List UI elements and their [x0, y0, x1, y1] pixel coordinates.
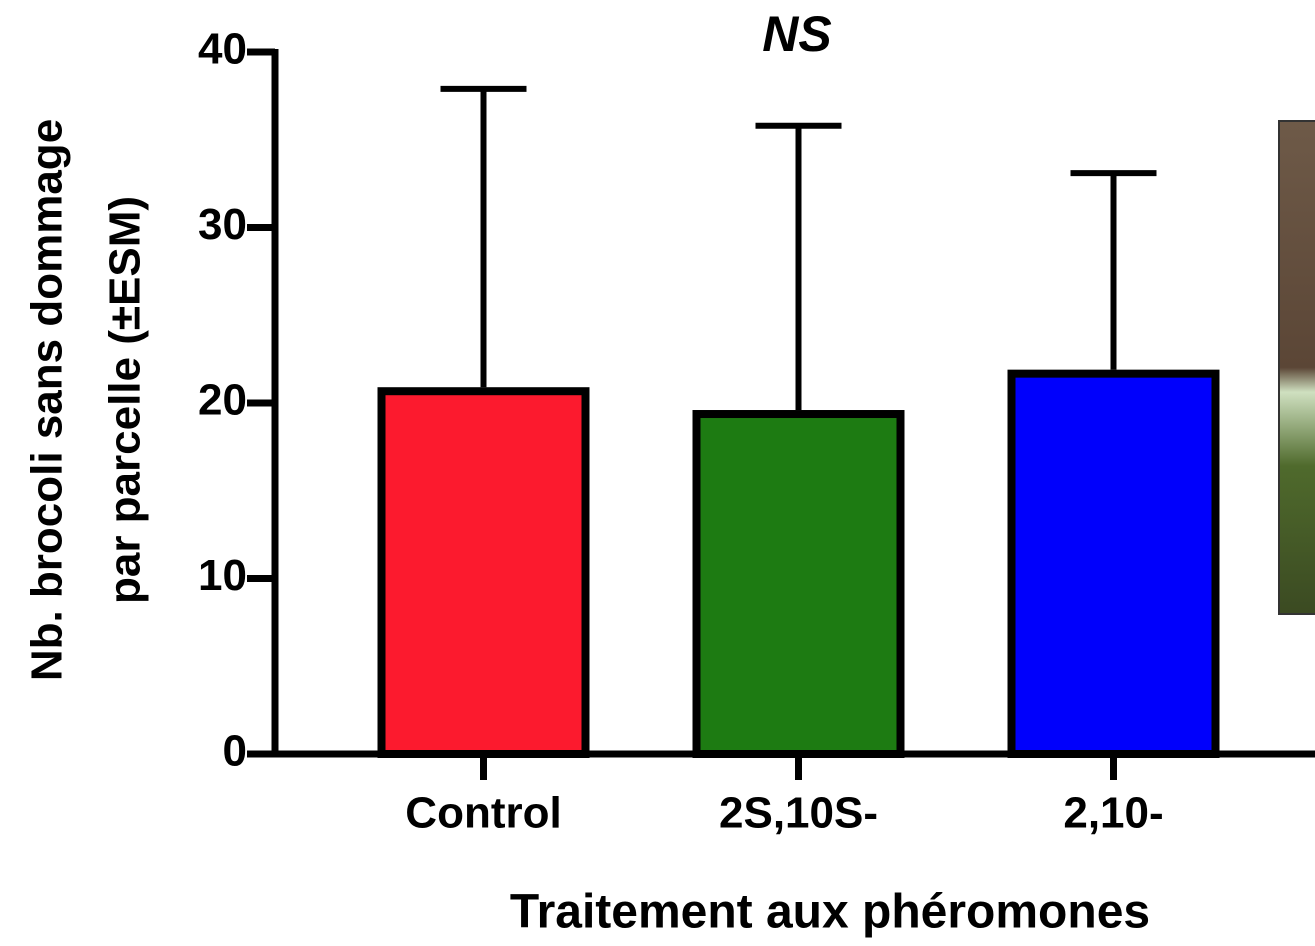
photo	[1279, 121, 1315, 614]
y-tick-label: 20	[198, 376, 247, 425]
annotation: NS	[762, 6, 831, 62]
bar	[697, 414, 901, 754]
y-axis-title-line: par parcelle (±ESM)	[101, 196, 150, 604]
y-axis-title: Nb. brocoli sans dommage par parcelle (±…	[23, 119, 150, 681]
chart: NS Traitement aux phéromones Nb. brocoli…	[0, 0, 1315, 946]
bar	[382, 391, 586, 754]
x-axis-title: Traitement aux phéromones	[510, 886, 1150, 939]
y-tick-label: 30	[198, 200, 247, 249]
y-tick-label: 10	[198, 551, 247, 600]
x-tick-label: 2,10-	[1063, 789, 1163, 838]
bar	[1012, 374, 1216, 754]
x-tick-label: 2S,10S-	[719, 789, 878, 838]
y-axis-title-line: Nb. brocoli sans dommage	[23, 119, 72, 681]
y-tick-label: 40	[198, 25, 247, 74]
x-tick-label: Control	[405, 789, 561, 838]
y-tick-label: 0	[223, 727, 247, 776]
